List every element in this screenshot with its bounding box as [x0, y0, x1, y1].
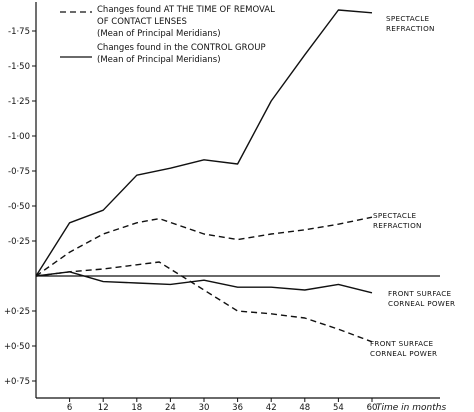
legend-entry-text: (Mean of Principal Meridians): [97, 29, 221, 39]
x-tick-label: 18: [131, 403, 142, 412]
annotations-group: SPECTACLEREFRACTIONSPECTACLEREFRACTIONFR…: [370, 14, 455, 358]
series-annotation: FRONT SURFACE: [370, 339, 434, 348]
x-tick-label: 60: [367, 403, 378, 412]
x-tick-label: 42: [266, 403, 277, 412]
series-annotation: SPECTACLE: [386, 14, 430, 23]
series-annotation: CORNEAL POWER: [370, 349, 437, 358]
x-tick-label: 30: [199, 403, 210, 412]
series-line-solid: [35, 271, 373, 294]
y-tick-label: -0·75: [8, 167, 30, 177]
x-axis-title: Time in months: [376, 403, 446, 412]
series-group: [35, 9, 373, 343]
series-annotation: REFRACTION: [386, 24, 435, 33]
x-tick-label: 36: [232, 403, 243, 412]
series-annotation: REFRACTION: [373, 221, 422, 230]
series-line-dashed: [35, 216, 373, 277]
legend-entry-text: OF CONTACT LENSES: [97, 17, 187, 27]
y-tick-label: -0·50: [8, 202, 30, 212]
y-tick-label: -1·75: [8, 27, 30, 37]
y-tick-label: -1·00: [8, 132, 30, 142]
y-tick-label: +0·75: [4, 377, 30, 387]
y-tick-label: -1·50: [8, 62, 30, 72]
legend-entry-text: Changes found in the CONTROL GROUP: [97, 43, 266, 53]
y-tick-label: +0·50: [4, 342, 30, 352]
legend-entry-text: (Mean of Principal Meridians): [97, 55, 221, 65]
legend-entry-text: Changes found AT THE TIME OF REMOVAL: [97, 5, 275, 15]
series-annotation: FRONT SURFACE: [388, 289, 452, 298]
y-tick-label: -1·25: [8, 97, 30, 107]
axes-group: -1·75 -1·50 -1·25 -1·00 -0·75 -0·50 -0·25 +0·25…: [4, 2, 440, 412]
x-tick-label: 48: [299, 403, 310, 412]
series-annotation: SPECTACLE: [373, 211, 417, 220]
y-tick-label: -0·25: [8, 237, 30, 247]
legend: Changes found AT THE TIME OF REMOVAL OF C…: [60, 5, 275, 65]
y-tick-label: +0·25: [4, 307, 30, 317]
series-annotation: CORNEAL POWER: [388, 299, 455, 308]
x-tick-label: 54: [333, 403, 344, 412]
series-line-dashed: [35, 261, 373, 343]
series-line-solid: [35, 9, 373, 277]
x-tick-label: 6: [67, 403, 72, 412]
x-tick-label: 12: [98, 403, 109, 412]
x-tick-label: 24: [165, 403, 176, 412]
